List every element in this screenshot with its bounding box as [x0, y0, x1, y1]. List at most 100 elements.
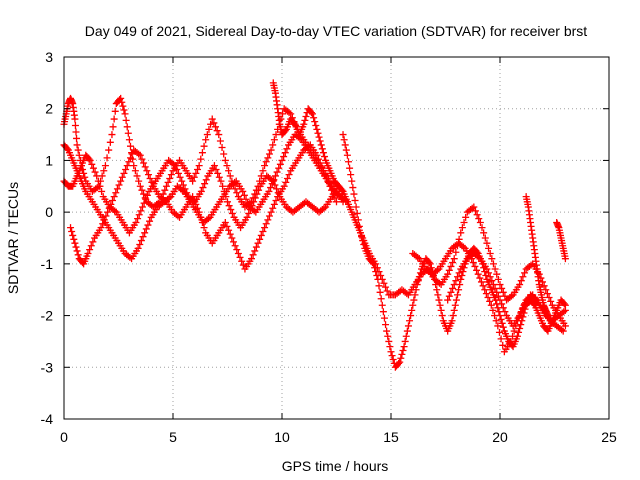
data-point: [123, 123, 131, 131]
data-point: [499, 304, 507, 312]
data-point: [239, 261, 247, 269]
data-point: [272, 131, 280, 139]
data-point: [491, 312, 499, 320]
data-point: [250, 198, 258, 206]
data-point: [402, 332, 410, 340]
data-point: [216, 137, 224, 145]
data-point: [426, 260, 434, 268]
data-point: [120, 169, 128, 177]
data-point: [228, 209, 236, 217]
data-point: [290, 119, 298, 127]
data-point: [471, 207, 479, 215]
data-point: [561, 255, 569, 263]
data-point: [453, 291, 461, 299]
data-point: [265, 187, 273, 195]
data-point: [144, 171, 152, 179]
data-point: [162, 182, 170, 190]
data-point: [102, 212, 110, 220]
data-point: [545, 293, 553, 301]
data-point: [452, 277, 460, 285]
data-point: [125, 136, 133, 144]
data-point: [101, 162, 109, 170]
data-point: [72, 128, 80, 136]
data-point: [462, 213, 470, 221]
data-point: [268, 180, 276, 188]
data-point: [376, 288, 384, 296]
data-point: [445, 266, 453, 274]
data-point: [243, 213, 251, 221]
data-point: [108, 131, 116, 139]
data-point: [283, 175, 291, 183]
data-point: [254, 239, 262, 247]
data-point: [267, 146, 275, 154]
data-point: [270, 136, 278, 144]
data-point: [401, 337, 409, 345]
data-point: [87, 242, 95, 250]
data-point: [75, 151, 83, 159]
data-point: [197, 187, 205, 195]
data-point: [176, 173, 184, 181]
data-point: [489, 306, 497, 314]
data-point: [109, 123, 117, 131]
data-point: [375, 282, 383, 290]
data-point: [404, 322, 412, 330]
data-point: [71, 239, 79, 247]
data-point: [460, 218, 468, 226]
data-point: [231, 185, 239, 193]
data-point: [126, 253, 134, 261]
y-tick-label: 0: [45, 204, 53, 220]
data-point: [450, 306, 458, 314]
data-point: [486, 273, 494, 281]
data-point: [198, 149, 206, 157]
data-point: [540, 282, 548, 290]
data-point: [285, 109, 293, 117]
data-point: [212, 165, 220, 173]
data-point: [474, 270, 482, 278]
data-point: [117, 94, 125, 102]
data-point: [377, 271, 385, 279]
data-point: [225, 202, 233, 210]
data-point: [221, 218, 229, 226]
data-point: [125, 158, 133, 166]
data-point: [118, 98, 126, 106]
data-point: [111, 107, 119, 115]
data-point: [174, 212, 182, 220]
data-point: [110, 115, 118, 123]
data-point: [275, 164, 283, 172]
data-point: [329, 190, 337, 198]
data-point: [515, 328, 523, 336]
data-point: [406, 317, 414, 325]
data-point: [527, 292, 535, 300]
data-point: [164, 178, 172, 186]
data-point: [436, 301, 444, 309]
data-point: [117, 177, 125, 185]
series-satellite-track-d: [67, 141, 340, 273]
data-point: [137, 237, 145, 245]
data-point: [251, 194, 259, 202]
series-satellite-track-k: [553, 218, 569, 263]
data-point: [63, 145, 71, 153]
data-point: [495, 308, 503, 316]
data-point: [479, 282, 487, 290]
data-point: [89, 238, 97, 246]
data-point: [477, 278, 485, 286]
data-point: [270, 176, 278, 184]
data-point: [382, 321, 390, 329]
data-point: [543, 290, 551, 298]
data-point: [314, 129, 322, 137]
data-point: [133, 172, 141, 180]
data-point: [410, 296, 418, 304]
data-point: [141, 229, 149, 237]
data-point: [135, 211, 143, 219]
data-point: [340, 136, 348, 144]
data-point: [349, 184, 357, 192]
data-point: [140, 159, 148, 167]
data-point: [270, 200, 278, 208]
data-point: [88, 160, 96, 168]
data-point: [496, 296, 504, 304]
data-point: [396, 358, 404, 366]
x-tick-label: 15: [383, 429, 399, 445]
data-point: [91, 168, 99, 176]
data-point: [202, 136, 210, 144]
y-tick-label: -2: [41, 308, 54, 324]
